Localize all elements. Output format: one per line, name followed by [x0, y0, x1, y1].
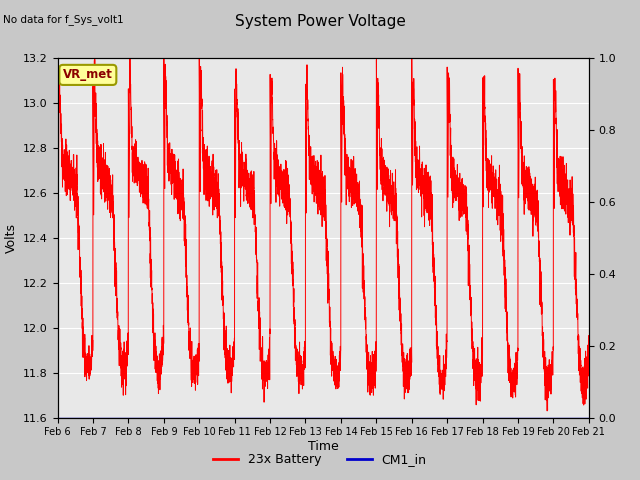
- Text: VR_met: VR_met: [63, 68, 113, 82]
- Legend: 23x Battery, CM1_in: 23x Battery, CM1_in: [208, 448, 432, 471]
- X-axis label: Time: Time: [308, 440, 339, 453]
- Y-axis label: Volts: Volts: [4, 223, 17, 252]
- Text: System Power Voltage: System Power Voltage: [235, 14, 405, 29]
- Text: No data for f_Sys_volt1: No data for f_Sys_volt1: [3, 14, 124, 25]
